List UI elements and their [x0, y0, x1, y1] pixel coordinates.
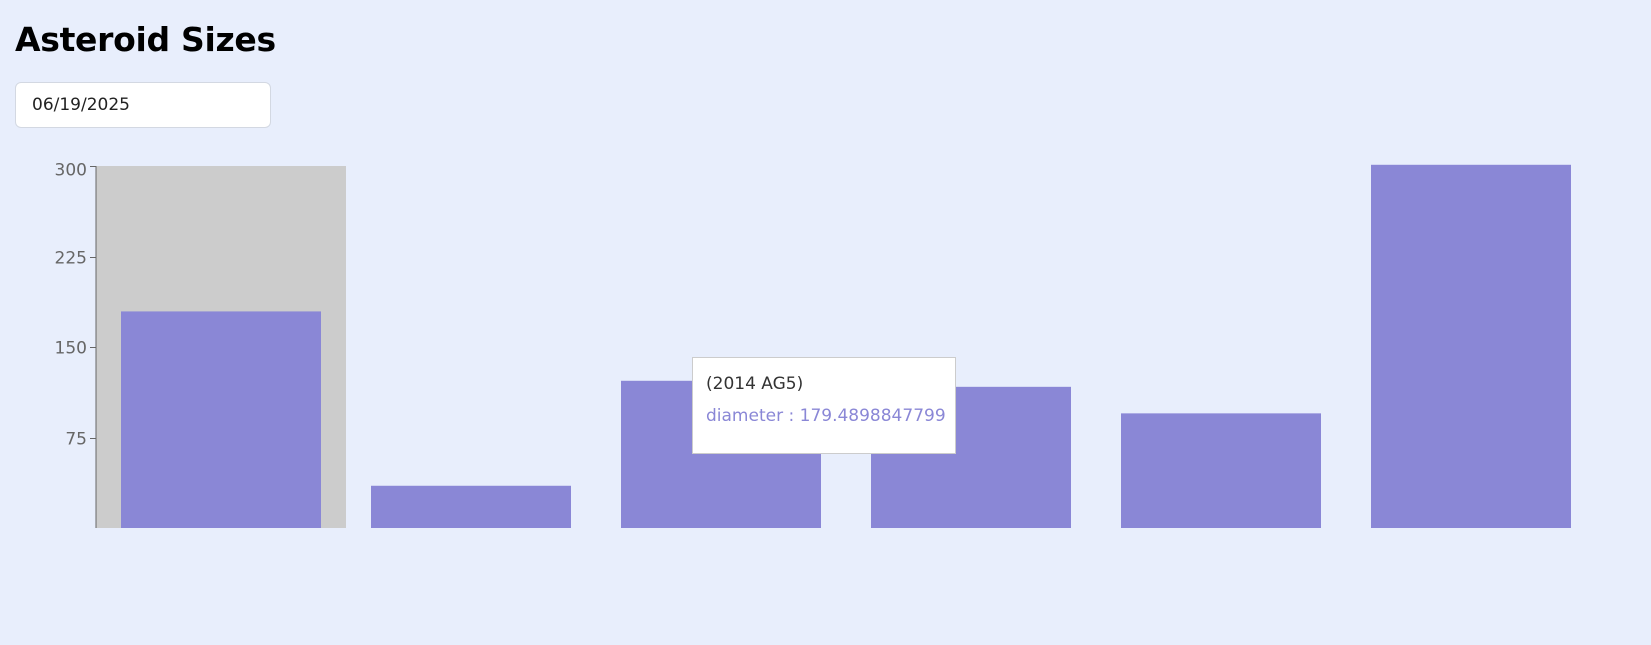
bar-5[interactable] [1121, 413, 1321, 528]
bar-6[interactable] [1371, 164, 1571, 528]
tooltip-label: (2014 AG5) [706, 374, 804, 394]
y-tick-label-150: 150 [55, 339, 87, 359]
y-tick-label-300: 300 [55, 161, 87, 181]
bar-1[interactable] [121, 311, 321, 528]
tooltip-value: diameter : 179.4898847799 [706, 406, 946, 426]
date-input[interactable] [15, 82, 271, 128]
tooltip-item-value: 179.4898847799 [799, 406, 946, 426]
page-title: Asteroid Sizes [15, 20, 276, 59]
tooltip-item-name: diameter [706, 406, 784, 426]
tooltip-separator: : [783, 406, 800, 426]
bar-2[interactable] [371, 485, 571, 528]
y-tick-label-75: 75 [65, 430, 87, 450]
y-tick-label-225: 225 [55, 249, 87, 269]
chart-tooltip: (2014 AG5) diameter : 179.4898847799 [692, 357, 956, 454]
bars-layer [121, 164, 1571, 528]
y-axis: 75 150 225 300 [55, 161, 97, 528]
